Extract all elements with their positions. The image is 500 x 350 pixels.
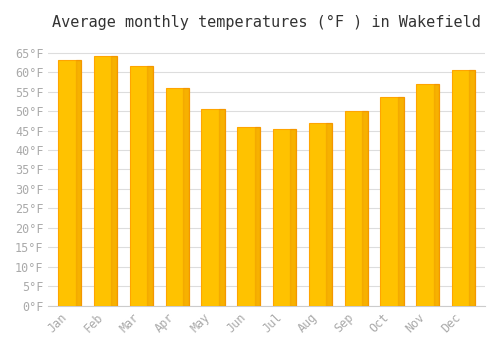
Bar	[237, 127, 260, 306]
Bar	[183, 88, 189, 306]
Bar	[308, 123, 332, 306]
Bar	[344, 111, 368, 306]
Bar	[416, 84, 440, 306]
Bar	[380, 97, 404, 306]
Bar	[273, 128, 296, 306]
Bar	[470, 70, 475, 306]
Bar	[452, 70, 475, 306]
Bar	[398, 97, 404, 306]
Title: Average monthly temperatures (°F ) in Wakefield: Average monthly temperatures (°F ) in Wa…	[52, 15, 481, 30]
Bar	[290, 128, 296, 306]
Bar	[434, 84, 440, 306]
Bar	[94, 56, 118, 306]
Bar	[326, 123, 332, 306]
Bar	[219, 109, 224, 306]
Bar	[76, 61, 82, 306]
Bar	[254, 127, 260, 306]
Bar	[58, 61, 82, 306]
Bar	[112, 56, 117, 306]
Bar	[202, 109, 224, 306]
Bar	[166, 88, 189, 306]
Bar	[130, 66, 153, 306]
Bar	[362, 111, 368, 306]
Bar	[147, 66, 153, 306]
